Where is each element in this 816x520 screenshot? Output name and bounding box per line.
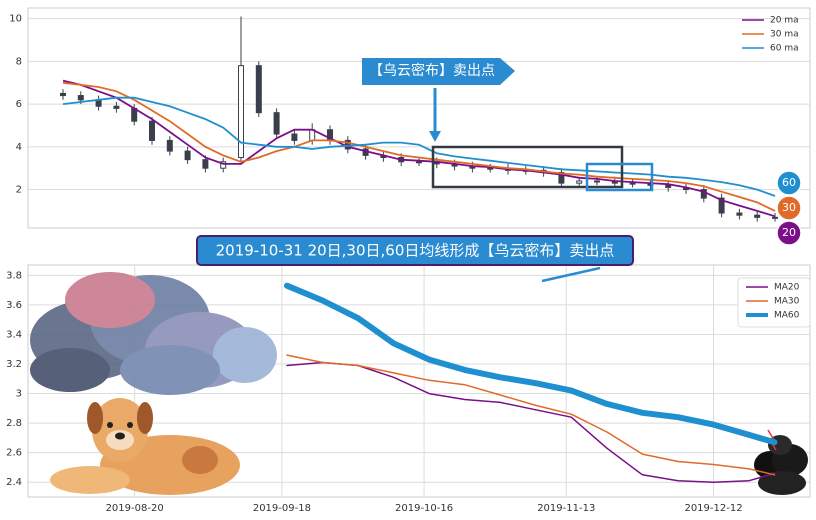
candle-body — [166, 139, 173, 152]
candle-body — [736, 212, 743, 216]
end-badge-label: 30 — [782, 201, 796, 214]
ma-line — [62, 81, 776, 212]
dog-illustration — [50, 398, 240, 495]
end-badge-label: 60 — [782, 176, 796, 189]
candle-body — [238, 65, 244, 159]
candle-body — [184, 150, 191, 161]
ma-line — [62, 79, 776, 218]
ma-line — [284, 282, 778, 446]
end-badge — [776, 170, 802, 196]
candle-body — [113, 105, 120, 109]
end-badge — [776, 195, 802, 221]
legend-label: 60 ma — [770, 44, 799, 54]
y-tick-label: 3 — [16, 389, 22, 400]
candle-body — [60, 92, 66, 97]
y-tick-label: 2 — [16, 185, 22, 196]
x-tick-label: 2019-10-16 — [395, 503, 453, 514]
y-tick-label: 4 — [16, 142, 22, 153]
candle-body — [202, 159, 209, 169]
x-tick-label: 2019-09-18 — [253, 503, 311, 514]
x-tick-label: 2019-12-12 — [684, 503, 742, 514]
highlight-box — [585, 162, 654, 192]
y-tick-label: 3.2 — [6, 359, 22, 370]
banner-text: 2019-10-31 20日,30日,60日均线形成【乌云密布】卖出点 — [216, 242, 615, 260]
banner-box — [196, 235, 634, 266]
legend-label: MA20 — [774, 283, 800, 293]
candle-body — [665, 184, 672, 188]
y-tick-label: 2.4 — [6, 477, 22, 488]
storm-cloud-icon — [754, 429, 808, 495]
banner: 2019-10-31 20日,30日,60日均线形成【乌云密布】卖出点 — [196, 235, 634, 283]
y-tick-label: 2.6 — [6, 448, 22, 459]
candle-body — [629, 182, 636, 185]
candle-body — [77, 95, 84, 101]
top-frame — [27, 7, 811, 229]
candle-body — [220, 161, 227, 169]
y-tick-label: 10 — [9, 14, 22, 25]
candle-body — [754, 214, 761, 218]
legend-label: 30 ma — [770, 30, 799, 40]
ma-line — [286, 354, 776, 476]
candle-body — [487, 167, 494, 170]
callout-pointer-head — [429, 131, 441, 142]
candle-body — [718, 197, 725, 214]
candle-body — [255, 65, 262, 114]
decoration — [30, 272, 808, 495]
candle-body — [416, 161, 422, 164]
legend-label: MA60 — [774, 311, 800, 321]
y-tick-label: 6 — [16, 99, 22, 110]
y-tick-label: 3.8 — [6, 270, 22, 281]
end-badge — [776, 220, 802, 246]
candle-body — [291, 133, 298, 141]
candle-body — [576, 180, 583, 184]
end-badge-label: 20 — [782, 226, 796, 239]
candle-body — [558, 171, 565, 184]
x-tick-label: 2019-11-13 — [537, 503, 595, 514]
highlight-box — [431, 145, 624, 189]
x-tick-label: 2019-08-20 — [106, 503, 164, 514]
callout-arrow-box — [362, 58, 515, 85]
ma-line — [286, 361, 776, 483]
y-tick-label: 8 — [16, 56, 22, 67]
cloud-illustration — [30, 272, 277, 395]
y-tick-label: 3.6 — [6, 300, 22, 311]
ma-line — [62, 96, 776, 197]
callout: 【乌云密布】卖出点 — [362, 58, 515, 142]
y-tick-label: 2.8 — [6, 418, 22, 429]
y-tick-label: 3.4 — [6, 329, 22, 340]
candle-body — [772, 216, 778, 219]
legend-label: MA30 — [774, 297, 800, 307]
candle-body — [273, 112, 280, 135]
callout-text: 【乌云密布】卖出点 — [369, 62, 495, 79]
candle-body — [149, 120, 155, 141]
banner-pointer — [541, 266, 601, 283]
candle-body — [594, 180, 600, 183]
legend-label: 20 ma — [770, 16, 799, 26]
